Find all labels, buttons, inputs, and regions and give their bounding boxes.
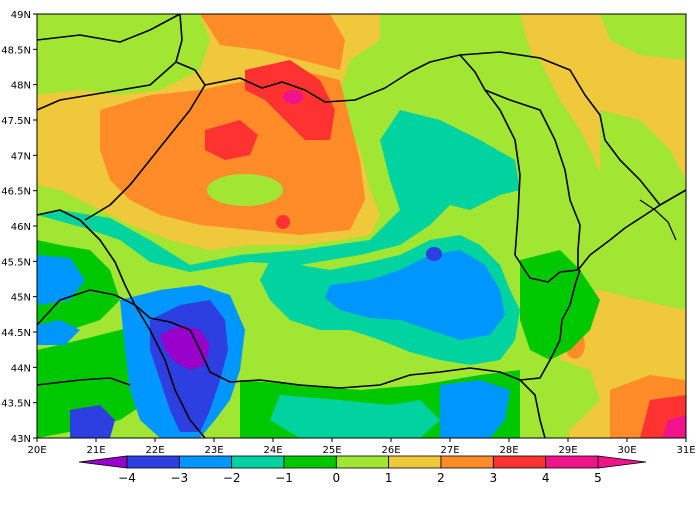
lat-tick-label: 43.5N <box>1 399 31 410</box>
latitude-axis: 49N 48.5N 48N 47.5N 47N 46.5N 46N 45.5N 45N 44.5N… <box>1 10 37 445</box>
field-red-west <box>205 120 258 160</box>
lon-tick-label: 27E <box>440 445 459 456</box>
colorbar-label: −1 <box>275 471 293 485</box>
colorbar: −4 −3 −2 −1 0 1 2 3 4 5 <box>78 455 647 485</box>
field-yellowgreen-east <box>460 40 600 200</box>
lat-tick-label: 45.5N <box>1 257 31 268</box>
field-blue-bottom <box>70 405 115 438</box>
colorbar-cell <box>440 455 494 469</box>
border-dobrogea-coast <box>569 269 581 306</box>
field-blue-spot <box>426 247 442 261</box>
field-magenta-se <box>662 415 686 438</box>
longitude-axis: 20E 21E 22E 23E 24E 25E 26E 27E 28E 29E 30E 31E <box>27 438 696 456</box>
colorbar-cell <box>545 455 599 469</box>
colorbar-cell <box>335 455 390 469</box>
border-bulgaria-turkey <box>519 379 546 439</box>
lon-tick-label: 28E <box>499 445 518 456</box>
border-ukraine-moldova <box>459 51 687 206</box>
colorbar-cell <box>492 455 547 469</box>
field-darkorange-top <box>200 14 345 70</box>
field-lightblue-plain <box>325 250 505 340</box>
lat-tick-label: 44.5N <box>1 328 31 339</box>
lon-tick-label: 25E <box>322 445 341 456</box>
lat-tick-label: 48.5N <box>1 45 31 56</box>
lat-tick-label: 49N <box>11 10 31 21</box>
field-purple-sw <box>160 325 210 370</box>
field-yellowgreen-ne <box>600 110 686 250</box>
field-green-dobrogea <box>520 250 600 360</box>
lon-tick-label: 26E <box>381 445 400 456</box>
coast-odessa <box>639 199 677 241</box>
field-lightblue-south <box>440 380 510 438</box>
lon-tick-label: 29E <box>558 445 577 456</box>
colorbar-label: 2 <box>437 471 445 485</box>
colorbar-label: −2 <box>223 471 241 485</box>
colorbar-label: −3 <box>170 471 188 485</box>
border-serbia-croatia <box>36 289 136 326</box>
border-poland <box>36 13 181 43</box>
border-bosnia <box>36 377 131 386</box>
lat-tick-label: 46N <box>11 222 31 233</box>
colorbar-label: 5 <box>594 471 602 485</box>
lon-tick-label: 22E <box>145 445 164 456</box>
lat-tick-label: 47N <box>11 151 31 162</box>
colorbar-label: 3 <box>490 471 498 485</box>
colorbar-cell <box>178 455 233 469</box>
border-hungary-romania <box>84 84 206 221</box>
colorbar-label: 1 <box>385 471 393 485</box>
field-lightblue-w1 <box>37 255 85 305</box>
lon-tick-label: 21E <box>86 445 105 456</box>
lon-tick-label: 20E <box>27 445 46 456</box>
border-moldova-romania <box>484 89 581 270</box>
lat-tick-label: 46.5N <box>1 187 31 198</box>
border-romania-south <box>36 209 571 389</box>
field-yellowgreen-top-east <box>600 14 686 60</box>
colorbar-cell <box>126 455 180 469</box>
colorbar-label: 0 <box>333 471 341 485</box>
field-yellowgreen-center <box>207 174 283 206</box>
lat-tick-label: 43N <box>11 434 31 445</box>
colorbar-cell <box>283 455 337 469</box>
colorbar-right-triangle <box>597 455 647 469</box>
field-lightblue-w2 <box>37 320 80 345</box>
field-red-spot <box>276 215 290 229</box>
anomaly-field <box>37 14 686 438</box>
lon-tick-label: 24E <box>263 445 282 456</box>
lat-tick-label: 48N <box>11 81 31 92</box>
border-serbia-bulgaria <box>134 304 206 439</box>
field-aqua-center <box>37 110 520 272</box>
lat-tick-label: 45N <box>11 293 31 304</box>
coastline <box>639 199 677 241</box>
lat-tick-label: 47.5N <box>1 116 31 127</box>
colorbar-left-triangle <box>78 455 128 469</box>
lon-tick-label: 30E <box>617 445 636 456</box>
lon-tick-label: 23E <box>204 445 223 456</box>
field-aqua-south <box>270 395 440 438</box>
colorbar-label: −4 <box>118 471 136 485</box>
colorbar-label: 4 <box>542 471 550 485</box>
lon-tick-label: 31E <box>676 445 695 456</box>
colorbar-cell <box>231 455 285 469</box>
border-slovakia-hungary <box>36 61 177 111</box>
lat-tick-label: 44N <box>11 363 31 374</box>
country-borders <box>36 13 687 439</box>
colorbar-cell <box>388 455 442 469</box>
field-magenta-north <box>283 90 303 104</box>
